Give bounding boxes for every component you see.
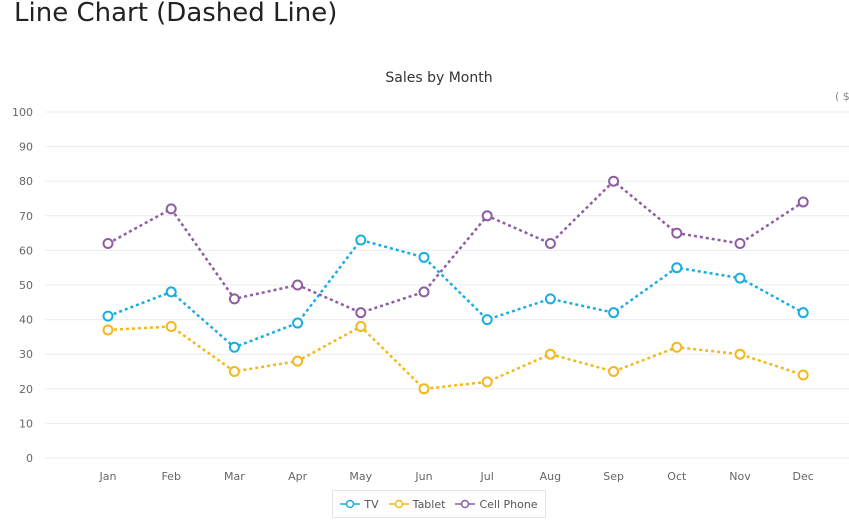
data-point[interactable] [102, 310, 114, 322]
data-point[interactable] [544, 293, 556, 305]
data-point[interactable] [481, 376, 493, 388]
data-point[interactable] [292, 355, 304, 367]
data-point[interactable] [671, 227, 683, 239]
x-axis-ticks: Jan Feb Mar Apr May Jun Jul Aug Sep Oct Nov Dec [99, 470, 814, 483]
data-point[interactable] [797, 307, 809, 319]
series-tv [102, 234, 809, 353]
page-title: Line Chart (Dashed Line) [14, 0, 338, 28]
data-point[interactable] [481, 210, 493, 222]
data-point[interactable] [734, 237, 746, 249]
x-tick-label: Mar [224, 470, 245, 483]
legend-item-tablet[interactable]: Tablet [388, 497, 446, 511]
data-point[interactable] [671, 262, 683, 274]
legend-marker-icon [455, 499, 476, 509]
data-point[interactable] [544, 348, 556, 360]
data-point[interactable] [734, 348, 746, 360]
series-layer [102, 175, 809, 395]
data-point[interactable] [165, 286, 177, 298]
unit-label: ( $ [835, 90, 849, 103]
legend: TV Tablet Cell Phone [332, 490, 546, 518]
legend-label: TV [364, 497, 379, 511]
data-point[interactable] [481, 314, 493, 326]
y-tick-label: 80 [19, 175, 33, 188]
data-point[interactable] [608, 307, 620, 319]
data-point[interactable] [292, 279, 304, 291]
x-tick-label: Nov [729, 470, 751, 483]
legend-marker-icon [340, 499, 361, 509]
chart-title: Sales by Month [385, 70, 493, 86]
legend-item-tv[interactable]: TV [340, 497, 379, 511]
data-point[interactable] [228, 341, 240, 353]
data-point[interactable] [418, 383, 430, 395]
data-point[interactable] [734, 272, 746, 284]
series-cell-phone [102, 175, 809, 319]
legend-label: Cell Phone [479, 497, 538, 511]
data-point[interactable] [797, 196, 809, 208]
x-tick-label: Feb [161, 470, 180, 483]
x-tick-label: Aug [540, 470, 561, 483]
x-tick-label: May [349, 470, 372, 483]
series-line [107, 238, 804, 349]
y-tick-label: 30 [19, 348, 33, 361]
data-point[interactable] [165, 321, 177, 333]
legend-label: Tablet [412, 497, 446, 511]
x-tick-label: Jun [414, 470, 432, 483]
x-tick-label: Sep [603, 470, 624, 483]
y-tick-label: 70 [19, 210, 33, 223]
series-line [107, 179, 804, 314]
y-tick-label: 10 [19, 417, 33, 430]
data-point[interactable] [228, 366, 240, 377]
data-point[interactable] [544, 237, 556, 249]
data-point[interactable] [608, 366, 620, 377]
x-tick-label: Oct [667, 470, 687, 483]
data-point[interactable] [355, 307, 367, 319]
data-point[interactable] [418, 251, 430, 263]
x-tick-label: Apr [288, 470, 308, 483]
data-point[interactable] [102, 324, 114, 336]
y-axis-ticks: 0 10 20 30 40 50 60 70 80 90 100 [12, 106, 33, 465]
y-tick-label: 50 [19, 279, 33, 292]
data-point[interactable] [165, 203, 177, 215]
data-point[interactable] [797, 369, 809, 381]
y-tick-label: 100 [12, 106, 33, 119]
data-point[interactable] [355, 321, 367, 333]
series-line [107, 325, 804, 391]
y-tick-label: 60 [19, 244, 33, 257]
data-point[interactable] [608, 175, 620, 187]
data-point[interactable] [228, 293, 240, 305]
x-tick-label: Dec [793, 470, 814, 483]
legend-marker-icon [388, 499, 409, 509]
series-tablet [102, 321, 809, 395]
y-tick-label: 90 [19, 141, 33, 154]
x-tick-label: Jan [99, 470, 117, 483]
grid-lines [45, 111, 849, 459]
y-tick-label: 0 [26, 452, 33, 465]
data-point[interactable] [671, 341, 683, 353]
data-point[interactable] [418, 286, 430, 298]
y-tick-label: 20 [19, 383, 33, 396]
y-tick-label: 40 [19, 314, 33, 327]
data-point[interactable] [355, 234, 367, 246]
data-point[interactable] [102, 237, 114, 249]
data-point[interactable] [292, 317, 304, 329]
x-tick-label: Jul [480, 470, 494, 483]
legend-item-cell-phone[interactable]: Cell Phone [455, 497, 538, 511]
